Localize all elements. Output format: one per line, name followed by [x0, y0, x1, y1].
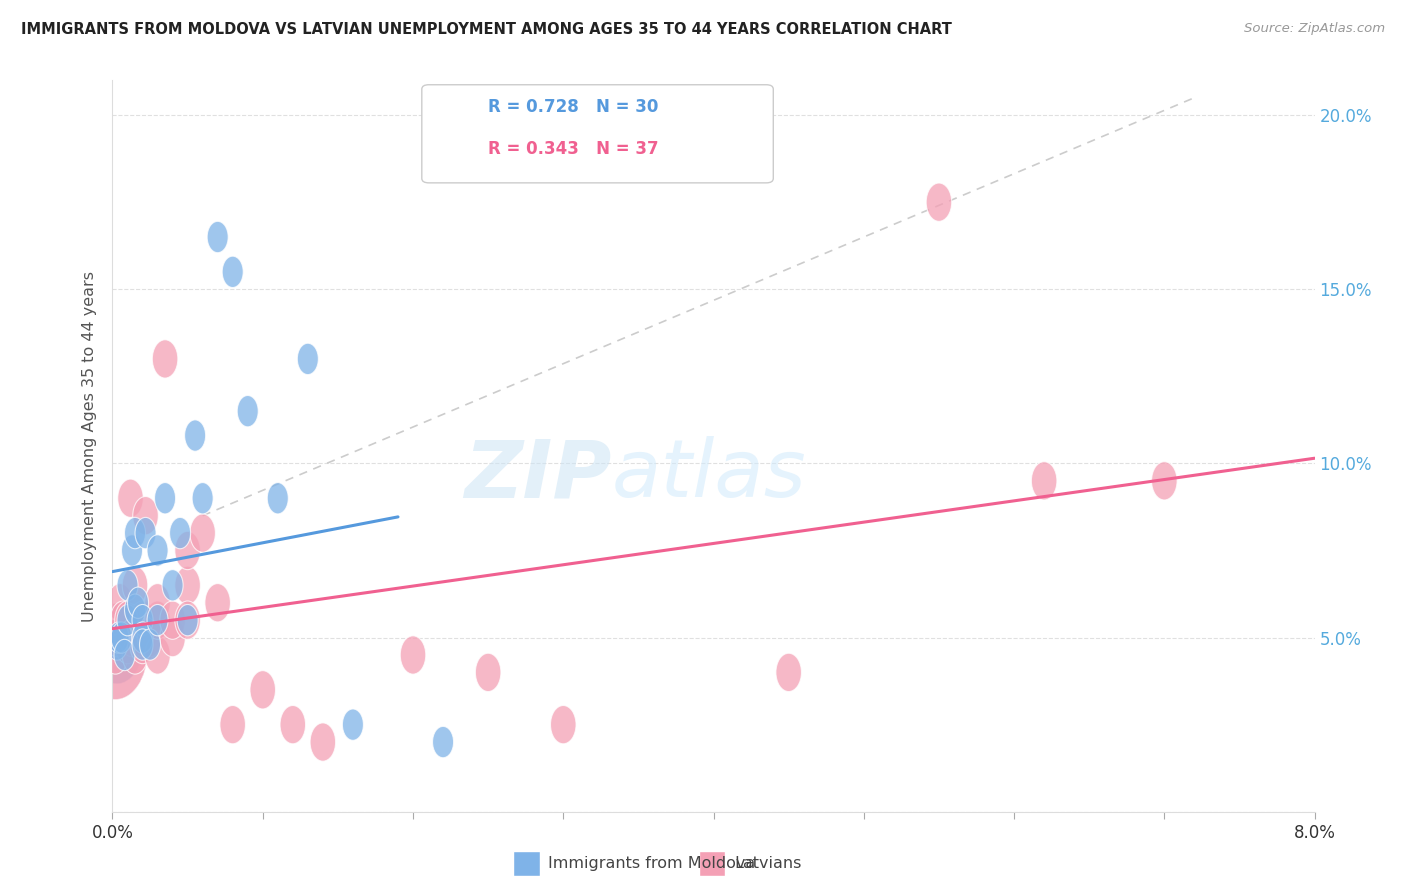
Ellipse shape [311, 723, 336, 761]
Ellipse shape [114, 640, 135, 671]
Ellipse shape [122, 566, 148, 605]
Ellipse shape [222, 256, 243, 287]
Ellipse shape [160, 601, 186, 640]
Ellipse shape [155, 483, 176, 514]
Ellipse shape [433, 726, 454, 757]
Ellipse shape [104, 618, 129, 657]
Ellipse shape [117, 570, 138, 601]
Ellipse shape [174, 532, 201, 570]
Ellipse shape [122, 636, 148, 674]
Ellipse shape [184, 420, 205, 451]
Ellipse shape [776, 653, 801, 691]
Ellipse shape [83, 604, 148, 699]
Text: IMMIGRANTS FROM MOLDOVA VS LATVIAN UNEMPLOYMENT AMONG AGES 35 TO 44 YEARS CORREL: IMMIGRANTS FROM MOLDOVA VS LATVIAN UNEMP… [21, 22, 952, 37]
Text: Latvians: Latvians [734, 856, 801, 871]
Ellipse shape [108, 622, 129, 653]
Ellipse shape [145, 583, 170, 622]
Ellipse shape [205, 583, 231, 622]
Ellipse shape [118, 479, 143, 517]
Text: Immigrants from Moldova: Immigrants from Moldova [548, 856, 755, 871]
Ellipse shape [111, 622, 132, 653]
Ellipse shape [91, 606, 143, 684]
Ellipse shape [174, 566, 201, 605]
Ellipse shape [207, 221, 228, 252]
Ellipse shape [103, 636, 128, 674]
Text: Source: ZipAtlas.com: Source: ZipAtlas.com [1244, 22, 1385, 36]
Ellipse shape [475, 653, 501, 691]
Ellipse shape [132, 629, 153, 660]
Ellipse shape [129, 625, 155, 664]
Text: ZIP: ZIP [464, 436, 612, 515]
Ellipse shape [121, 535, 142, 566]
Ellipse shape [190, 514, 215, 552]
Ellipse shape [83, 604, 148, 699]
Ellipse shape [927, 183, 952, 221]
Ellipse shape [152, 340, 177, 378]
Ellipse shape [401, 636, 426, 674]
Ellipse shape [170, 517, 191, 549]
Ellipse shape [120, 618, 145, 657]
Ellipse shape [115, 601, 141, 640]
Ellipse shape [219, 706, 246, 744]
Text: R = 0.728   N = 30: R = 0.728 N = 30 [488, 98, 658, 116]
Ellipse shape [125, 594, 146, 625]
Ellipse shape [238, 395, 259, 427]
Ellipse shape [139, 629, 160, 660]
Ellipse shape [1152, 462, 1177, 500]
Ellipse shape [148, 605, 169, 636]
Ellipse shape [132, 497, 159, 535]
Ellipse shape [115, 625, 141, 664]
Ellipse shape [125, 517, 146, 549]
Ellipse shape [91, 606, 143, 684]
Ellipse shape [174, 601, 201, 640]
Y-axis label: Unemployment Among Ages 35 to 44 years: Unemployment Among Ages 35 to 44 years [82, 270, 97, 622]
Ellipse shape [148, 535, 169, 566]
Ellipse shape [138, 618, 163, 657]
Ellipse shape [145, 601, 170, 640]
Ellipse shape [145, 636, 170, 674]
Ellipse shape [132, 622, 153, 653]
Ellipse shape [107, 583, 132, 622]
Text: atlas: atlas [612, 436, 806, 515]
Ellipse shape [83, 604, 148, 699]
Ellipse shape [135, 517, 156, 549]
Ellipse shape [1032, 462, 1057, 500]
Ellipse shape [91, 606, 143, 684]
Ellipse shape [250, 671, 276, 709]
Ellipse shape [193, 483, 214, 514]
Ellipse shape [160, 618, 186, 657]
Ellipse shape [280, 706, 305, 744]
Ellipse shape [107, 629, 128, 660]
Ellipse shape [83, 604, 148, 699]
Ellipse shape [162, 570, 183, 601]
Ellipse shape [551, 706, 576, 744]
Ellipse shape [91, 606, 143, 684]
Ellipse shape [267, 483, 288, 514]
Ellipse shape [129, 618, 155, 657]
Ellipse shape [117, 605, 138, 636]
Ellipse shape [128, 587, 149, 618]
Ellipse shape [132, 605, 153, 636]
Ellipse shape [83, 604, 148, 699]
Ellipse shape [297, 343, 318, 375]
Ellipse shape [343, 709, 363, 740]
Ellipse shape [110, 601, 136, 640]
Ellipse shape [177, 605, 198, 636]
Text: R = 0.343   N = 37: R = 0.343 N = 37 [488, 140, 658, 158]
Ellipse shape [129, 601, 155, 640]
Ellipse shape [91, 606, 143, 684]
